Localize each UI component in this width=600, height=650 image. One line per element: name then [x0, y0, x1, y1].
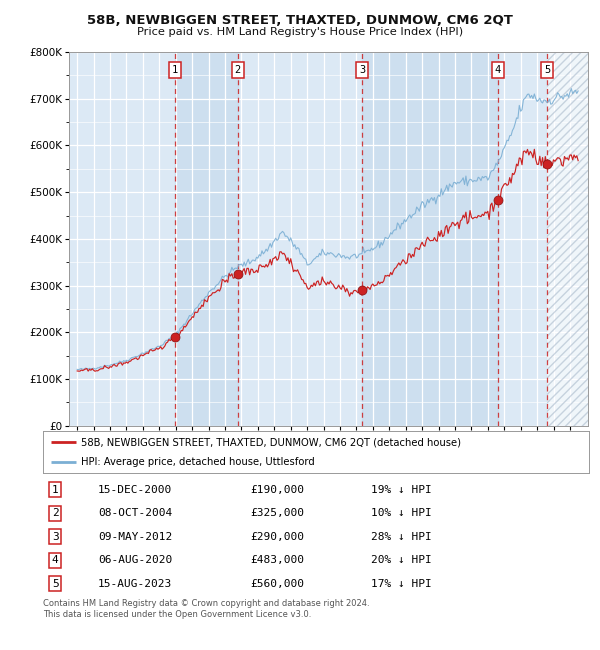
Text: 3: 3 [52, 532, 59, 541]
Text: 5: 5 [544, 65, 550, 75]
Text: 2: 2 [52, 508, 59, 518]
Text: 58B, NEWBIGGEN STREET, THAXTED, DUNMOW, CM6 2QT (detached house): 58B, NEWBIGGEN STREET, THAXTED, DUNMOW, … [82, 437, 461, 447]
Text: Contains HM Land Registry data © Crown copyright and database right 2024.
This d: Contains HM Land Registry data © Crown c… [43, 599, 370, 619]
Text: 08-OCT-2004: 08-OCT-2004 [98, 508, 172, 518]
Text: HPI: Average price, detached house, Uttlesford: HPI: Average price, detached house, Uttl… [82, 457, 315, 467]
Text: 15-DEC-2000: 15-DEC-2000 [98, 485, 172, 495]
Text: 15-AUG-2023: 15-AUG-2023 [98, 578, 172, 588]
Text: Price paid vs. HM Land Registry's House Price Index (HPI): Price paid vs. HM Land Registry's House … [137, 27, 463, 37]
Text: £190,000: £190,000 [251, 485, 305, 495]
Text: 3: 3 [359, 65, 365, 75]
Text: 58B, NEWBIGGEN STREET, THAXTED, DUNMOW, CM6 2QT: 58B, NEWBIGGEN STREET, THAXTED, DUNMOW, … [87, 14, 513, 27]
Text: 1: 1 [52, 485, 59, 495]
Text: 10% ↓ HPI: 10% ↓ HPI [371, 508, 431, 518]
Text: 19% ↓ HPI: 19% ↓ HPI [371, 485, 431, 495]
Text: 17% ↓ HPI: 17% ↓ HPI [371, 578, 431, 588]
Text: £560,000: £560,000 [251, 578, 305, 588]
Text: 20% ↓ HPI: 20% ↓ HPI [371, 555, 431, 565]
Text: 09-MAY-2012: 09-MAY-2012 [98, 532, 172, 541]
Bar [547, 52, 595, 426]
Text: £325,000: £325,000 [251, 508, 305, 518]
Text: 1: 1 [172, 65, 178, 75]
Text: 5: 5 [52, 578, 59, 588]
Bar [175, 52, 238, 426]
Text: £290,000: £290,000 [251, 532, 305, 541]
Text: 06-AUG-2020: 06-AUG-2020 [98, 555, 172, 565]
Text: £483,000: £483,000 [251, 555, 305, 565]
Text: 4: 4 [494, 65, 500, 75]
Text: 4: 4 [52, 555, 59, 565]
Bar [362, 52, 497, 426]
Text: 2: 2 [235, 65, 241, 75]
Text: 28% ↓ HPI: 28% ↓ HPI [371, 532, 431, 541]
